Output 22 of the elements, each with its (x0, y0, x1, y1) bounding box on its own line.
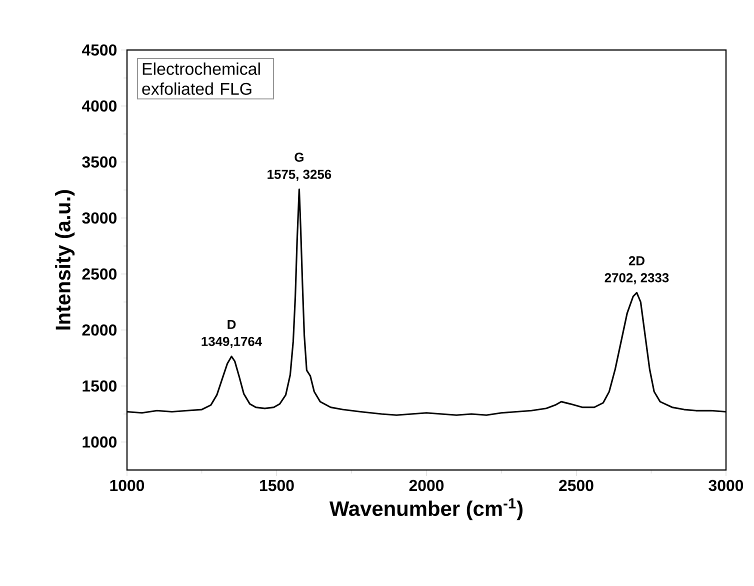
x-axis-title: Wavenumber (cm$^{-1}$) (329, 498, 523, 520)
x-tick-label: 3000 (708, 480, 744, 492)
annotation: Electrochemical exfoliated FLG (142, 62, 260, 95)
annotation: 1575, 3256 (268, 170, 332, 181)
y-tick-label: 4000 (82, 100, 117, 112)
y-axis-title: Intensity (a.u.) (55, 190, 75, 330)
y-tick-label: 2000 (82, 324, 117, 336)
y-tick-label: 2500 (82, 268, 117, 280)
y-tick-label: 1000 (82, 436, 117, 448)
x-tick-label: 1000 (110, 480, 144, 492)
y-tick-label: 4500 (82, 44, 117, 56)
x-tick-label: 2000 (409, 480, 444, 492)
y-tick-label: 1500 (82, 380, 117, 392)
annotation: 2702, 2333 (604, 273, 669, 284)
x-tick-label: 1500 (260, 480, 294, 492)
annotation: 1349,1764 (202, 336, 262, 348)
y-tick-label: 3500 (82, 156, 117, 168)
annotation: G (294, 152, 304, 162)
y-tick-label: 3000 (82, 212, 117, 224)
annotation: D (228, 320, 236, 329)
annotation: 2D (628, 256, 644, 266)
x-tick-label: 2500 (559, 480, 594, 492)
